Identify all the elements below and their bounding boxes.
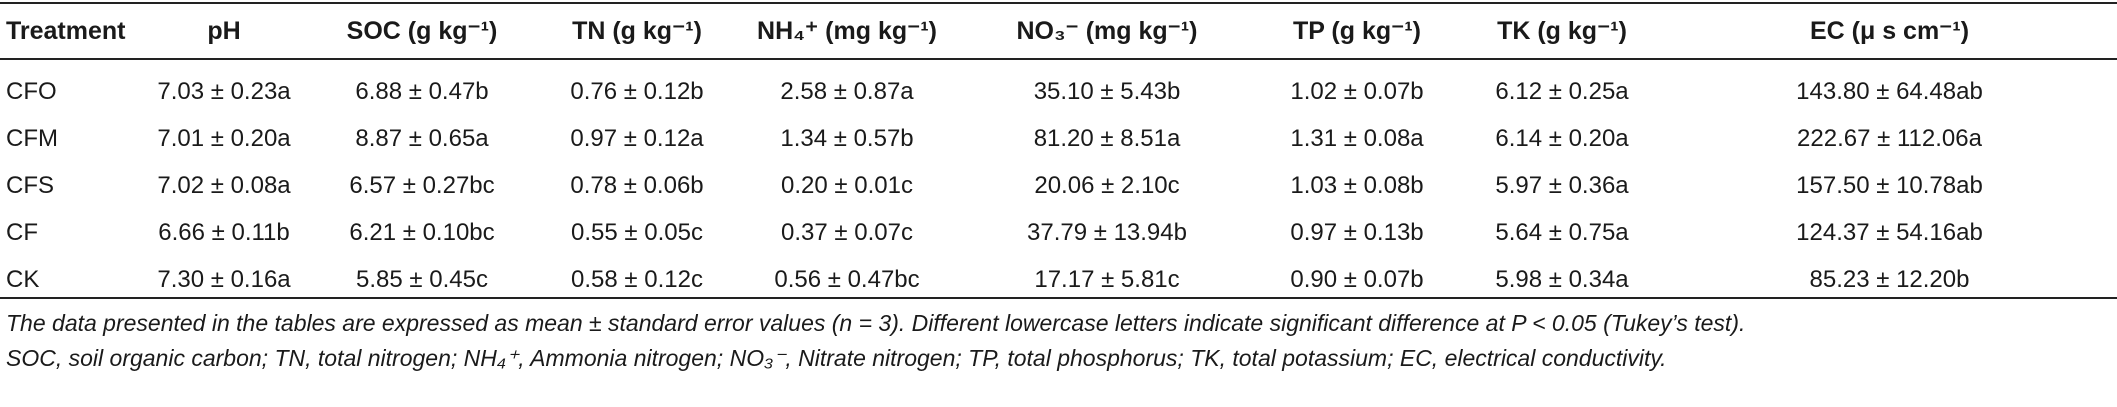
cell-ph: 7.30 ± 0.16a — [157, 265, 291, 293]
cell-nh4: 2.58 ± 0.87a — [780, 77, 914, 105]
cell-soc: 6.21 ± 0.10bc — [349, 218, 495, 246]
cell-no3: 35.10 ± 5.43b — [1033, 77, 1181, 105]
cell-tk: 6.14 ± 0.20a — [1495, 124, 1629, 152]
cell-treatment: CF — [6, 218, 38, 246]
footnote-line-1: The data presented in the tables are exp… — [6, 310, 1746, 336]
cell-tn: 0.55 ± 0.05c — [571, 218, 703, 246]
cell-ec: 157.50 ± 10.78ab — [1796, 171, 1983, 199]
cell-nh4: 1.34 ± 0.57b — [780, 124, 914, 152]
cell-tn: 0.97 ± 0.12a — [570, 124, 704, 152]
cell-tn: 0.78 ± 0.06b — [570, 171, 704, 199]
cell-soc: 6.88 ± 0.47b — [355, 77, 489, 105]
header-rule — [0, 58, 2117, 60]
header-treatment: Treatment — [6, 16, 126, 45]
footnote-line-2: SOC, soil organic carbon; TN, total nitr… — [6, 345, 1667, 371]
header-tk: TK (g kg⁻¹) — [1497, 17, 1627, 45]
cell-tn: 0.58 ± 0.12c — [571, 265, 703, 293]
cell-treatment: CFS — [6, 171, 54, 199]
header-ph: pH — [207, 16, 241, 45]
table-row: CK 7.30 ± 0.16a 5.85 ± 0.45c 0.58 ± 0.12… — [0, 256, 2117, 303]
cell-tp: 0.97 ± 0.13b — [1290, 218, 1424, 246]
top-rule — [0, 2, 2117, 4]
header-ec: EC (μ s cm⁻¹) — [1809, 17, 1970, 45]
cell-no3: 37.79 ± 13.94b — [1027, 218, 1187, 246]
cell-no3: 17.17 ± 5.81c — [1034, 265, 1180, 293]
cell-ec: 222.67 ± 112.06a — [1797, 124, 1982, 152]
cell-tk: 5.64 ± 0.75a — [1495, 218, 1629, 246]
cell-no3: 81.20 ± 8.51a — [1033, 124, 1181, 152]
table-row: CFM 7.01 ± 0.20a 8.87 ± 0.65a 0.97 ± 0.1… — [0, 115, 2117, 162]
cell-ec: 124.37 ± 54.16ab — [1796, 218, 1983, 246]
table-row: CF 6.66 ± 0.11b 6.21 ± 0.10bc 0.55 ± 0.0… — [0, 209, 2117, 256]
cell-ph: 7.01 ± 0.20a — [157, 124, 291, 152]
cell-tk: 5.97 ± 0.36a — [1495, 171, 1629, 199]
header-no3: NO₃⁻ (mg kg⁻¹) — [1016, 17, 1198, 45]
cell-no3: 20.06 ± 2.10c — [1034, 171, 1180, 199]
cell-tk: 5.98 ± 0.34a — [1495, 265, 1629, 293]
header-tp: TP (g kg⁻¹) — [1292, 17, 1421, 45]
cell-ph: 7.02 ± 0.08a — [157, 171, 291, 199]
cell-tp: 1.31 ± 0.08a — [1290, 124, 1424, 152]
cell-nh4: 0.20 ± 0.01c — [781, 171, 913, 199]
cell-tp: 0.90 ± 0.07b — [1290, 265, 1424, 293]
cell-nh4: 0.56 ± 0.47bc — [774, 265, 920, 293]
table-row: CFO 7.03 ± 0.23a 6.88 ± 0.47b 0.76 ± 0.1… — [0, 58, 2117, 115]
cell-treatment: CFM — [6, 124, 58, 152]
bottom-rule — [0, 297, 2117, 299]
cell-ph: 6.66 ± 0.11b — [158, 218, 290, 246]
cell-tp: 1.02 ± 0.07b — [1290, 77, 1424, 105]
cell-ph: 7.03 ± 0.23a — [157, 77, 291, 105]
table-footnote: The data presented in the tables are exp… — [6, 306, 2106, 376]
cell-nh4: 0.37 ± 0.07c — [781, 218, 913, 246]
cell-tk: 6.12 ± 0.25a — [1495, 77, 1629, 105]
cell-soc: 8.87 ± 0.65a — [355, 124, 489, 152]
cell-ec: 143.80 ± 64.48ab — [1796, 77, 1983, 105]
cell-treatment: CFO — [6, 77, 57, 105]
cell-soc: 6.57 ± 0.27bc — [349, 171, 495, 199]
cell-tp: 1.03 ± 0.08b — [1290, 171, 1424, 199]
header-nh4: NH₄⁺ (mg kg⁻¹) — [757, 17, 937, 45]
cell-ec: 85.23 ± 12.20b — [1809, 265, 1970, 293]
data-table: Treatment pH SOC (g kg⁻¹) TN (g kg⁻¹) NH… — [0, 4, 2117, 303]
cell-soc: 5.85 ± 0.45c — [356, 265, 488, 293]
cell-treatment: CK — [6, 265, 40, 293]
cell-tn: 0.76 ± 0.12b — [570, 77, 704, 105]
table-row: CFS 7.02 ± 0.08a 6.57 ± 0.27bc 0.78 ± 0.… — [0, 162, 2117, 209]
header-soc: SOC (g kg⁻¹) — [346, 17, 498, 45]
header-row: Treatment pH SOC (g kg⁻¹) TN (g kg⁻¹) NH… — [0, 4, 2117, 58]
header-tn: TN (g kg⁻¹) — [572, 17, 702, 45]
